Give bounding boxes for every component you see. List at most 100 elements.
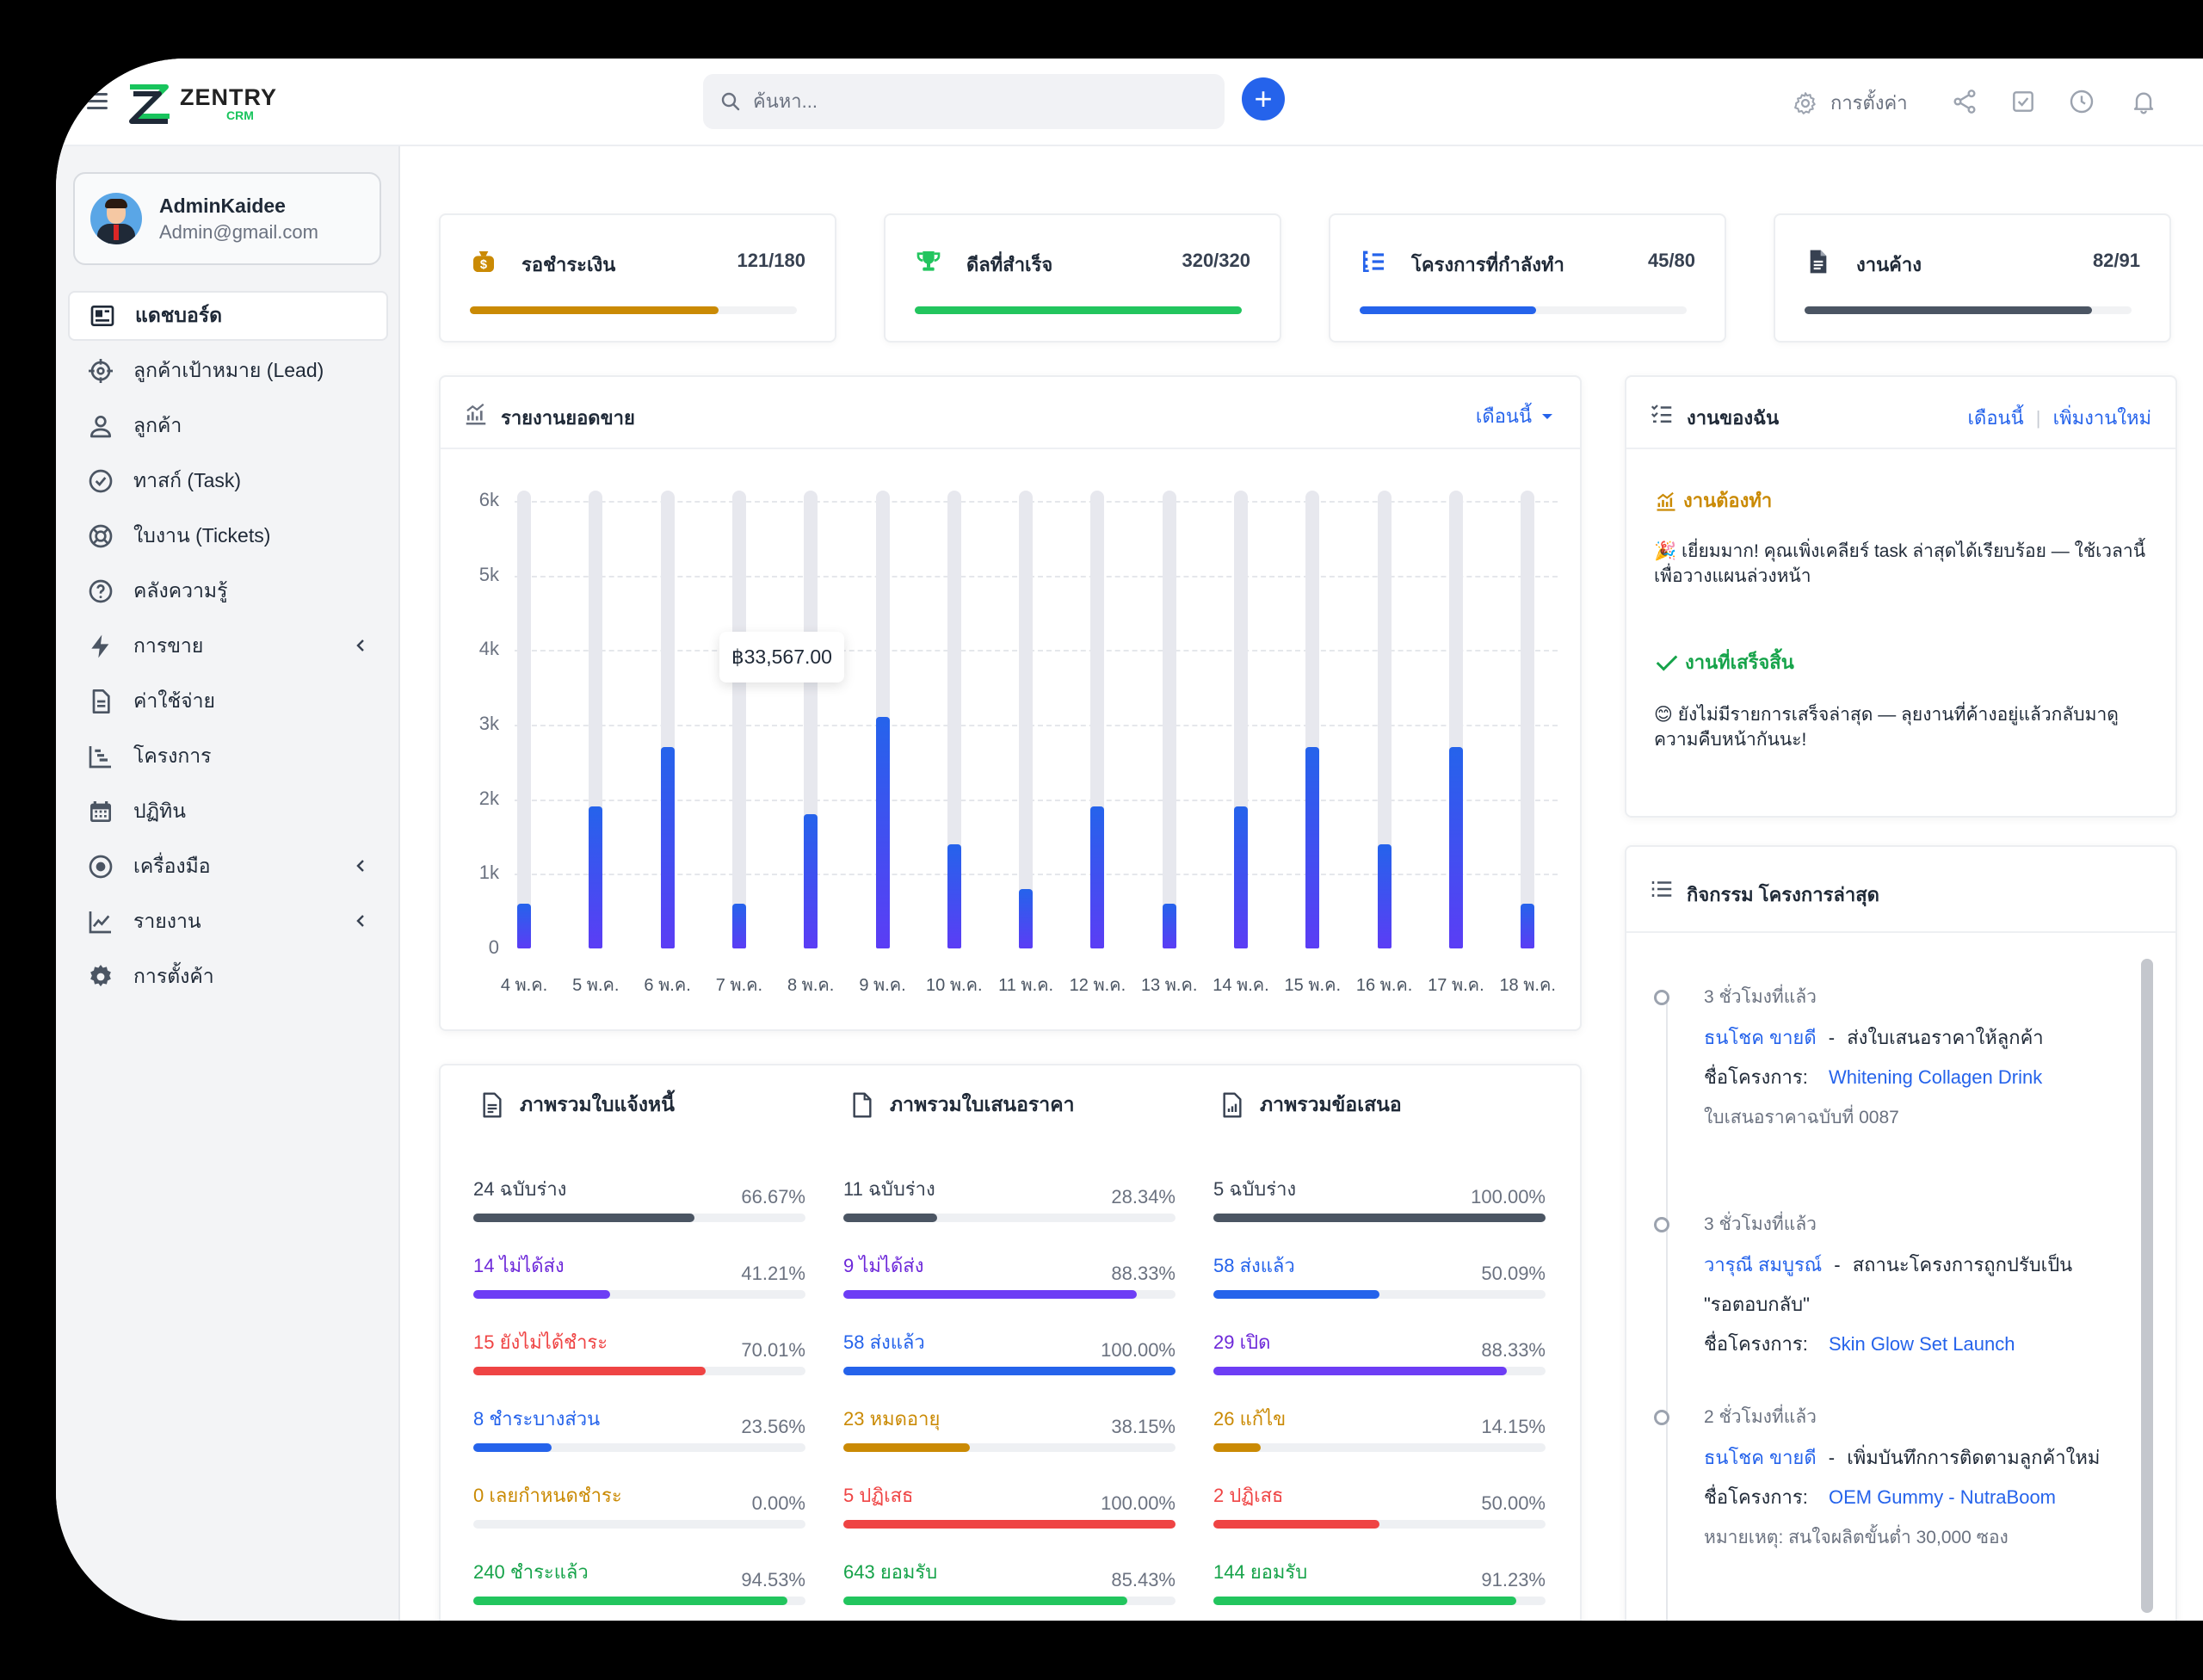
sidebar-item-customers[interactable]: ลูกค้า [68,401,388,451]
chart-bar[interactable] [804,814,818,948]
activity-project-link[interactable]: Skin Glow Set Launch [1828,1333,2015,1355]
sidebar-item-expenses[interactable]: ค่าใช้จ่าย [68,676,388,726]
chevron-left-icon[interactable] [352,857,369,874]
activity-user-link[interactable]: ธนโชค ขายดี [1704,1447,1817,1468]
scrollbar-thumb[interactable] [2141,959,2153,1613]
sidebar-item-tickets[interactable]: ใบงาน (Tickets) [68,511,388,561]
x-tick-label: 6 พ.ค. [644,976,691,995]
overview-row[interactable]: 24 ฉบับร่าง 66.67% [473,1174,805,1243]
activity-header: กิจกรรม โครงการล่าสุด [1626,847,2175,933]
chevron-left-icon[interactable] [352,912,369,930]
activity-note: ใบเสนอราคาฉบับที่ 0087 [1704,1108,1899,1127]
y-tick-label: 3k [478,713,499,734]
sidebar-item-dashboard[interactable]: แดชบอร์ด [68,291,388,341]
overview-row-label: 14 ไม่ได้ส่ง [473,1255,565,1276]
user-profile-card[interactable]: AdminKaidee Admin@gmail.com [73,172,381,265]
clock-icon[interactable] [2068,88,2095,115]
stat-label: งานค้าง [1856,254,1922,275]
stat-card-deals-won[interactable]: ดีลที่สำเร็จ 320/320 [884,213,1281,343]
overview-row[interactable]: 15 ยังไม่ได้ชำระ 70.01% [473,1327,805,1396]
chart-bar[interactable] [1377,843,1392,948]
crosshair-icon [89,359,113,383]
chart-bar[interactable] [947,843,961,948]
chart-bar[interactable] [589,806,603,948]
share-icon[interactable] [1951,88,1978,115]
overview-row[interactable]: 5 ปฏิเสธ 100.00% [843,1480,1176,1549]
logo-sub: CRM [226,108,254,122]
overview-row[interactable]: 9 ไม่ได้ส่ง 88.33% [843,1251,1176,1319]
chart-bar[interactable] [731,904,746,948]
stat-card-pending-payment[interactable]: $ รอชำระเงิน 121/180 [439,213,836,343]
y-tick-label: 5k [478,563,499,585]
overview-row[interactable]: 5 ฉบับร่าง 100.00% [1213,1174,1546,1243]
overview-row[interactable]: 58 ส่งแล้ว 50.09% [1213,1251,1546,1319]
sidebar-item-calendar[interactable]: ปฏิทิน [68,787,388,837]
stat-value: 320/320 [1182,250,1250,271]
hamburger-menu-icon[interactable] [87,93,108,109]
chevron-left-icon[interactable] [352,637,369,654]
checkbox-icon[interactable] [2009,88,2037,115]
calendar-icon [90,801,111,822]
overview-row[interactable]: 14 ไม่ได้ส่ง 41.21% [473,1251,805,1319]
sidebar-item-reports[interactable]: รายงาน [68,897,388,947]
y-tick-label: 6k [478,489,499,510]
activity-project-link[interactable]: OEM Gummy - NutraBoom [1828,1486,2057,1508]
add-button[interactable]: + [1242,77,1285,120]
overview-row[interactable]: 26 แก้ไข 14.15% [1213,1404,1546,1473]
chart-bar[interactable] [1448,747,1463,948]
stat-label: รอชำระเงิน [521,254,616,275]
sidebar-item-tools[interactable]: เครื่องมือ [68,842,388,892]
logo-name: ZENTRY [180,83,277,110]
bell-icon[interactable] [2130,88,2157,115]
overview-row[interactable]: 8 ชำระบางส่วน 23.56% [473,1404,805,1473]
search-input[interactable] [753,90,1200,113]
chart-bar[interactable] [1162,904,1176,948]
sidebar-item-sales[interactable]: การขาย [68,621,388,671]
sidebar-item-label: แดชบอร์ด [135,304,223,326]
scrollbar-track[interactable] [2141,959,2153,1613]
search-box[interactable] [703,74,1225,129]
add-task-link[interactable]: เพิ่มงานใหม่ [2052,407,2151,429]
stat-progress-fill [915,306,1242,314]
activity-user-link[interactable]: ธนโชค ขายดี [1704,1027,1817,1048]
chart-bar[interactable] [1234,806,1248,948]
activity-user-link[interactable]: วารุณี สมบูรณ์ [1704,1254,1823,1275]
overview-row[interactable]: 23 หมดอายุ 38.15% [843,1404,1176,1473]
sidebar-item-tasks[interactable]: ทาสก์ (Task) [68,456,388,506]
chart-bar[interactable] [1305,747,1320,948]
chart-bar[interactable] [517,904,531,948]
settings-link[interactable]: การตั้งค่า [1793,88,1908,118]
gear-icon [90,965,111,987]
activity-project-link[interactable]: Whitening Collagen Drink [1828,1066,2043,1088]
sidebar-item-leads[interactable]: ลูกค้าเป้าหมาย (Lead) [68,346,388,396]
overview-row[interactable]: 240 ชำระแล้ว 94.53% [473,1557,805,1621]
overview-progress-fill [843,1443,971,1452]
overview-row[interactable]: 144 ยอมรับ 91.23% [1213,1557,1546,1621]
overview-row[interactable]: 2 ปฏิเสธ 50.00% [1213,1480,1546,1549]
sidebar-item-knowledge-base[interactable]: คลังความรู้ [68,566,388,616]
overview-progress-fill [843,1214,938,1222]
overview-row[interactable]: 29 เปิด 88.33% [1213,1327,1546,1396]
sales-report-panel: รายงานยอดขาย เดือนนี้ 0 1k 2k 3k 4k 5k 6k 4 พ.ค… [439,375,1582,1031]
overview-row[interactable]: 58 ส่งแล้ว 100.00% [843,1327,1176,1396]
chart-bar[interactable] [1019,888,1034,948]
chart-bar[interactable] [875,717,890,948]
period-dropdown[interactable]: เดือนนี้ [1476,401,1556,431]
sidebar-item-settings[interactable]: การตั้งค้า [68,952,388,1002]
sidebar-item-projects[interactable]: โครงการ [68,732,388,781]
chart-bar[interactable] [1090,806,1105,948]
file-icon [92,689,110,713]
chart-bar[interactable] [660,747,675,948]
overview-row[interactable]: 0 เลยกำหนดชำระ 0.00% [473,1480,805,1549]
stat-progress-track [1805,306,2132,314]
overview-row[interactable]: 643 ยอมรับ 85.43% [843,1557,1176,1621]
tasks-period-link[interactable]: เดือนนี้ [1967,407,2024,429]
chart-bar[interactable] [1521,904,1535,948]
overview-row[interactable]: 11 ฉบับร่าง 28.34% [843,1174,1176,1243]
stat-card-pending-work[interactable]: งานค้าง 82/91 [1774,213,2171,343]
overview-progress-fill [473,1290,611,1299]
overview-row-percent: 41.21% [741,1263,805,1284]
gantt-icon [89,746,111,769]
app-logo[interactable]: ZENTRY CRM [125,77,277,129]
stat-card-active-projects[interactable]: โครงการที่กำลังทำ 45/80 [1329,213,1726,343]
